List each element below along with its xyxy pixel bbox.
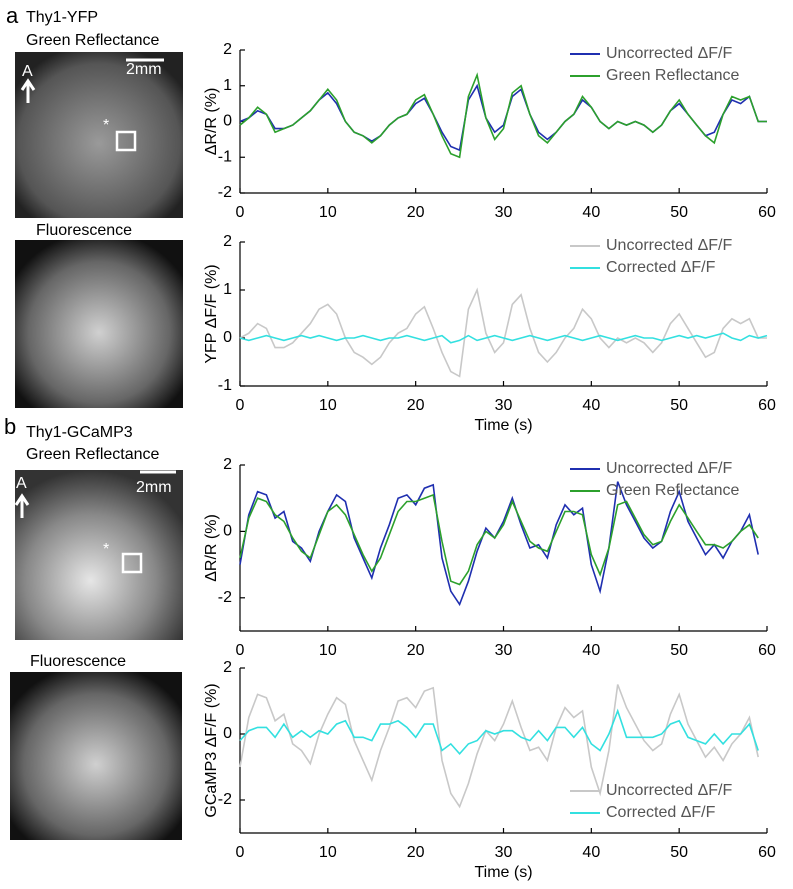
series-line [239,481,759,607]
panel-letter: b [4,414,16,439]
legend-label: Uncorrected ΔF/F [606,782,733,799]
x-tick-label: 60 [758,844,776,861]
x-tick-label: 20 [407,642,425,659]
y-tick-label: 0 [223,523,232,540]
x-tick-label: 30 [495,204,513,221]
y-axis-label: ΔR/R (%) [203,88,220,156]
x-tick-label: 40 [582,204,600,221]
panel-name: Thy1-YFP [26,9,98,26]
y-tick-label: -1 [218,377,232,394]
y-tick-label: 0 [223,113,232,130]
fluorescence-image [10,672,182,840]
legend-label: Corrected ΔF/F [606,259,716,276]
y-axis-label: YFP ΔF/F (%) [203,264,220,363]
x-tick-label: 20 [407,204,425,221]
legend-label: Corrected ΔF/F [606,804,716,821]
marker: * [103,541,109,558]
y-tick-label: 2 [223,659,232,676]
x-tick-label: 50 [670,642,688,659]
y-tick-label: 1 [223,281,232,298]
legend-label: Green Reflectance [606,67,740,84]
image-label: Fluorescence [36,222,132,239]
y-axis-label: GCaMP3 ΔF/F (%) [203,683,220,817]
legend-label: Uncorrected ΔF/F [606,237,733,254]
series-line [239,493,759,586]
x-tick-label: 0 [236,397,245,414]
panel-letter: a [6,3,19,28]
x-tick-label: 20 [407,397,425,414]
x-tick-label: 50 [670,204,688,221]
scale-label: 2mm [136,479,172,496]
series-line [239,287,767,378]
y-tick-label: 1 [223,77,232,94]
legend-label: Uncorrected ΔF/F [606,460,733,477]
x-tick-label: 10 [319,642,337,659]
y-tick-label: 2 [223,233,232,250]
x-tick-label: 40 [582,642,600,659]
y-tick-label: 2 [223,456,232,473]
x-tick-label: 0 [236,642,245,659]
x-tick-label: 30 [495,642,513,659]
y-tick-label: 0 [223,329,232,346]
x-axis-label: Time (s) [474,417,532,434]
x-tick-label: 50 [670,844,688,861]
x-tick-label: 60 [758,204,776,221]
y-tick-label: 0 [223,725,232,742]
x-tick-label: 30 [495,397,513,414]
image-label: Fluorescence [30,653,126,670]
roi-box [121,552,143,574]
roi-box [115,130,137,152]
image-label: Green Reflectance [26,32,160,49]
x-tick-label: 60 [758,397,776,414]
y-tick-label: -2 [218,589,232,606]
image-label: Green Reflectance [26,446,160,463]
anterior-arrow [14,493,30,518]
series-line [239,72,767,159]
anterior-arrow [20,78,36,103]
legend-label: Green Reflectance [606,482,740,499]
x-tick-label: 40 [582,844,600,861]
x-tick-label: 0 [236,204,245,221]
y-tick-label: 2 [223,41,232,58]
marker: * [103,117,109,134]
y-tick-label: -2 [218,184,232,201]
x-axis-label: Time (s) [474,864,532,881]
x-tick-label: 30 [495,844,513,861]
panel-name: Thy1-GCaMP3 [26,424,133,441]
reflectance-image [15,52,183,218]
series-line [239,708,759,756]
x-tick-label: 10 [319,204,337,221]
reflectance-image [15,470,183,640]
x-tick-label: 40 [582,397,600,414]
anterior-label: A [22,63,33,80]
series-line [239,332,768,344]
x-tick-label: 60 [758,642,776,659]
x-tick-label: 50 [670,397,688,414]
anterior-label: A [16,475,27,492]
x-tick-label: 10 [319,844,337,861]
y-axis-label: ΔR/R (%) [203,514,220,582]
legend-label: Uncorrected ΔF/F [606,45,733,62]
scale-label: 2mm [126,61,162,78]
y-tick-label: -1 [218,148,232,165]
fluorescence-image [15,240,183,408]
x-tick-label: 0 [236,844,245,861]
series-line [239,83,767,152]
y-tick-label: -2 [218,791,232,808]
x-tick-label: 10 [319,397,337,414]
x-tick-label: 20 [407,844,425,861]
